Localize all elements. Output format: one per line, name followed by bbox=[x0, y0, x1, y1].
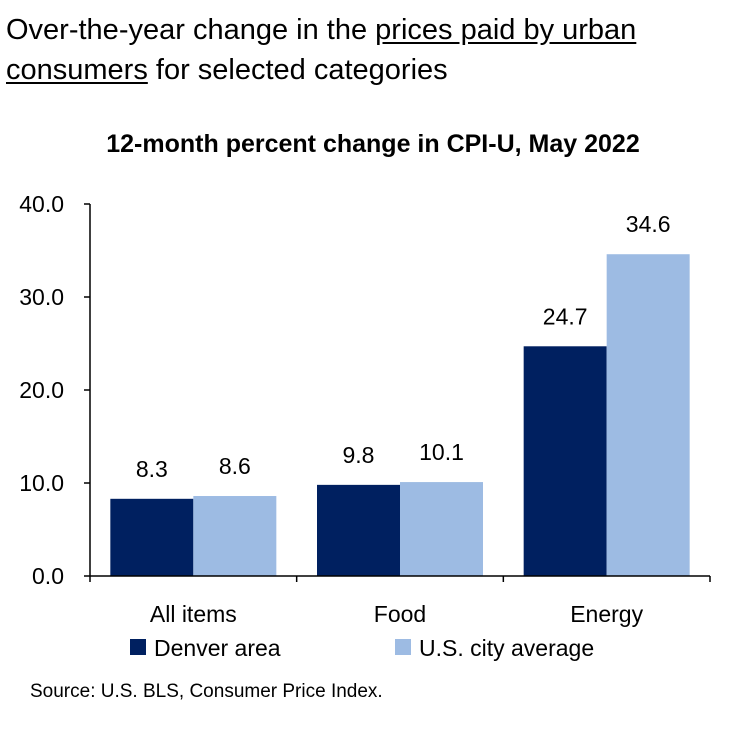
y-tick-label: 20.0 bbox=[19, 377, 64, 403]
source-note: Source: U.S. BLS, Consumer Price Index. bbox=[30, 681, 383, 702]
data-label: 8.3 bbox=[136, 456, 168, 482]
chart-title: 12-month percent change in CPI-U, May 20… bbox=[106, 130, 639, 158]
headline: Over-the-year change in the prices paid … bbox=[6, 10, 741, 90]
x-tick-label: All items bbox=[150, 601, 237, 627]
bar bbox=[606, 254, 690, 576]
y-tick-label: 40.0 bbox=[19, 191, 64, 217]
legend-swatch bbox=[395, 639, 411, 655]
data-label: 34.6 bbox=[626, 211, 671, 237]
bar bbox=[110, 498, 194, 576]
bar bbox=[317, 484, 400, 576]
data-label: 9.8 bbox=[343, 442, 375, 468]
data-label: 8.6 bbox=[219, 453, 251, 479]
y-tick-label: 10.0 bbox=[19, 470, 64, 496]
data-label: 24.7 bbox=[543, 303, 588, 329]
x-tick-label: Food bbox=[374, 601, 426, 627]
headline-text-end: for selected categories bbox=[147, 54, 448, 86]
data-label: 10.1 bbox=[419, 439, 464, 465]
headline-link[interactable]: prices paid by urban consumers bbox=[6, 14, 637, 86]
bar bbox=[193, 496, 277, 576]
y-tick-label: 0.0 bbox=[32, 563, 64, 589]
legend-label: Denver area bbox=[154, 635, 281, 661]
legend-swatch bbox=[130, 639, 146, 655]
y-tick-label: 30.0 bbox=[19, 284, 64, 310]
headline-text: Over-the-year change in the bbox=[6, 14, 376, 46]
bar bbox=[523, 346, 607, 576]
x-tick-label: Energy bbox=[570, 601, 643, 627]
bar bbox=[400, 482, 483, 576]
legend-label: U.S. city average bbox=[419, 635, 594, 661]
